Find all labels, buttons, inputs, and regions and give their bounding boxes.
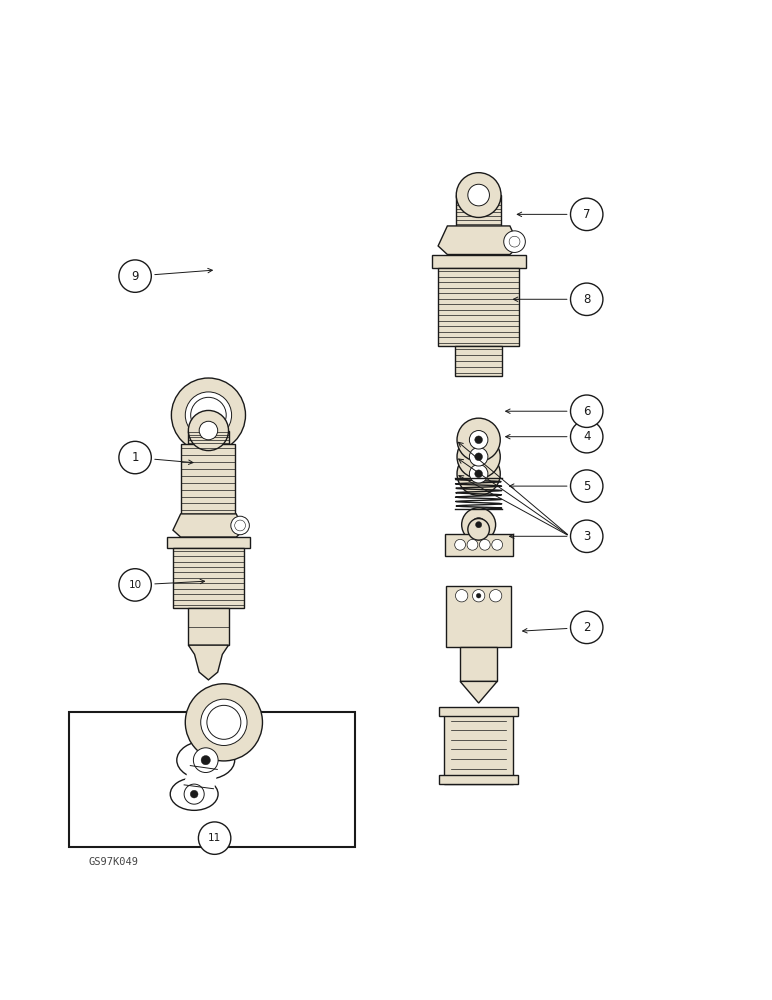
- Polygon shape: [188, 645, 229, 680]
- Circle shape: [191, 397, 226, 433]
- Circle shape: [235, 520, 245, 531]
- Polygon shape: [173, 514, 244, 537]
- Circle shape: [456, 173, 501, 217]
- Bar: [188, 608, 229, 645]
- Bar: [188, 431, 229, 444]
- Circle shape: [468, 519, 489, 540]
- Circle shape: [475, 453, 482, 461]
- Bar: [460, 647, 497, 681]
- Bar: [173, 548, 244, 608]
- Circle shape: [190, 790, 198, 798]
- Text: 9: 9: [131, 270, 139, 283]
- Circle shape: [489, 590, 502, 602]
- Circle shape: [571, 520, 603, 552]
- Circle shape: [455, 590, 468, 602]
- Text: 7: 7: [583, 208, 591, 221]
- Circle shape: [469, 448, 488, 466]
- Circle shape: [455, 539, 466, 550]
- Text: 8: 8: [583, 293, 591, 306]
- Circle shape: [476, 593, 481, 598]
- Circle shape: [492, 539, 503, 550]
- Circle shape: [201, 699, 247, 745]
- Bar: [445, 534, 513, 556]
- Circle shape: [171, 378, 245, 452]
- Bar: [444, 708, 513, 784]
- Circle shape: [468, 184, 489, 206]
- Circle shape: [184, 784, 204, 804]
- Circle shape: [457, 452, 500, 495]
- Circle shape: [193, 748, 218, 773]
- Bar: [438, 268, 519, 346]
- Circle shape: [571, 198, 603, 231]
- Bar: [456, 195, 501, 226]
- Circle shape: [457, 435, 500, 478]
- Polygon shape: [184, 766, 218, 789]
- Text: 5: 5: [583, 480, 591, 493]
- Bar: [439, 707, 518, 716]
- Polygon shape: [460, 681, 497, 703]
- Text: 2: 2: [583, 621, 591, 634]
- Ellipse shape: [170, 778, 218, 810]
- Circle shape: [469, 431, 488, 449]
- Bar: [455, 346, 502, 376]
- Circle shape: [571, 395, 603, 427]
- Bar: [69, 712, 355, 847]
- Circle shape: [231, 516, 249, 535]
- Circle shape: [188, 410, 229, 451]
- Circle shape: [475, 470, 482, 478]
- Circle shape: [472, 590, 485, 602]
- Circle shape: [201, 756, 211, 765]
- Bar: [432, 255, 526, 268]
- Circle shape: [479, 539, 490, 550]
- Bar: [181, 444, 235, 514]
- Circle shape: [509, 236, 520, 247]
- Circle shape: [571, 611, 603, 644]
- Circle shape: [198, 822, 231, 854]
- Ellipse shape: [177, 741, 235, 779]
- Circle shape: [476, 522, 482, 528]
- Circle shape: [571, 470, 603, 502]
- Circle shape: [472, 518, 486, 532]
- Text: 11: 11: [208, 833, 222, 843]
- Circle shape: [185, 684, 262, 761]
- Text: 1: 1: [131, 451, 139, 464]
- Text: 4: 4: [583, 430, 591, 443]
- Circle shape: [462, 508, 496, 542]
- Circle shape: [469, 464, 488, 483]
- Circle shape: [119, 441, 151, 474]
- Circle shape: [199, 421, 218, 440]
- Circle shape: [475, 436, 482, 444]
- Circle shape: [571, 420, 603, 453]
- Circle shape: [457, 418, 500, 461]
- Circle shape: [467, 539, 478, 550]
- Circle shape: [503, 231, 525, 252]
- Bar: [167, 537, 250, 548]
- Bar: [445, 586, 511, 647]
- Text: 3: 3: [583, 530, 591, 543]
- Text: GS97K049: GS97K049: [89, 857, 139, 867]
- Bar: [439, 775, 518, 784]
- Circle shape: [185, 392, 232, 438]
- Text: 6: 6: [583, 405, 591, 418]
- Circle shape: [571, 283, 603, 315]
- Circle shape: [119, 260, 151, 292]
- Polygon shape: [438, 226, 519, 255]
- Circle shape: [207, 705, 241, 739]
- Circle shape: [119, 569, 151, 601]
- Text: 10: 10: [128, 580, 142, 590]
